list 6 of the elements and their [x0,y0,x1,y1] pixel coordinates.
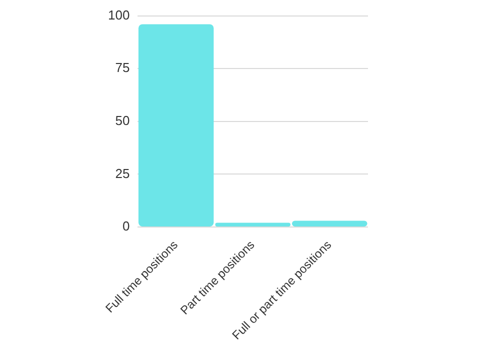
bar [138,24,214,227]
y-tick-label: 50 [115,112,130,128]
y-tick-label: 0 [122,218,130,234]
y-tick-label: 100 [108,7,130,22]
y-tick-label: 75 [115,60,130,76]
y-tick-label: 25 [115,166,130,181]
